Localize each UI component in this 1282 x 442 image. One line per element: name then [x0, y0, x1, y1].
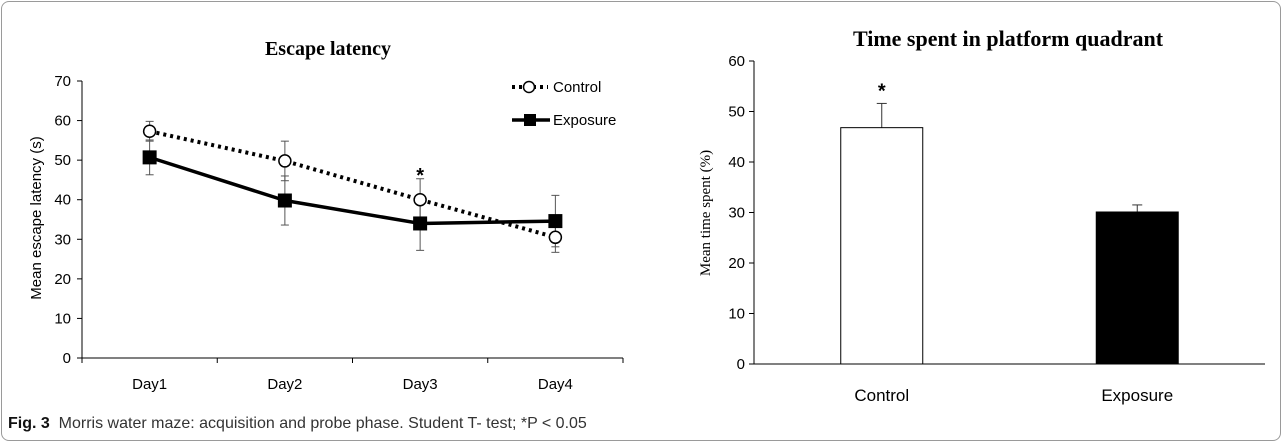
data-point-exposure [277, 193, 292, 208]
data-point-control [548, 230, 563, 245]
chart1-legend: Control Exposure [512, 79, 616, 129]
chart2-ylabel: Mean time spent (%) [698, 150, 714, 276]
legend-exposure-label: Exposure [553, 112, 616, 129]
y-tick-label: 60 [54, 113, 71, 130]
y-tick-label: 20 [54, 271, 71, 288]
data-point-control [278, 154, 292, 168]
x-tick-label: Day3 [403, 376, 438, 393]
time-spent-chart: Time spent in platform quadrant Mean tim… [698, 26, 1265, 405]
legend-control-label: Control [553, 79, 601, 96]
legend-control-marker [522, 80, 536, 94]
series-line-exposure [149, 155, 556, 226]
data-point-exposure [142, 150, 157, 165]
y-tick-label: 0 [63, 350, 71, 367]
data-point-exposure [413, 216, 428, 231]
y-tick-label: 60 [728, 53, 745, 70]
figure-caption: Fig. 3 Morris water maze: acquisition an… [8, 415, 587, 433]
chart1-title: Escape latency [265, 38, 391, 60]
y-tick-label: 50 [54, 152, 71, 169]
data-point-control [413, 192, 427, 207]
y-tick-label: 30 [54, 231, 71, 248]
significance-marker: * [416, 165, 424, 187]
caption-text: Morris water maze: acquisition and probe… [58, 415, 587, 432]
x-tick-label: Day1 [132, 376, 167, 393]
x-tick-label: Exposure [1101, 386, 1173, 405]
x-tick-label: Day2 [267, 376, 302, 393]
y-tick-label: 70 [54, 73, 71, 90]
significance-marker: * [878, 80, 886, 102]
legend-exposure-marker [524, 114, 536, 126]
y-tick-label: 30 [728, 205, 745, 222]
y-tick-label: 0 [737, 356, 745, 373]
data-point-exposure [548, 214, 563, 229]
y-tick-label: 10 [54, 310, 71, 327]
y-tick-label: 20 [728, 255, 745, 272]
chart1-ylabel: Mean escape latency (s) [28, 136, 45, 299]
data-point-control [142, 124, 157, 139]
y-tick-label: 50 [728, 104, 745, 121]
x-tick-label: Day4 [538, 376, 573, 393]
chart2-title: Time spent in platform quadrant [853, 26, 1164, 51]
y-tick-label: 40 [54, 192, 71, 209]
bar-control [840, 127, 924, 365]
figure-label: Fig. 3 [8, 415, 50, 432]
x-tick-label: Control [854, 386, 909, 405]
bar-exposure [1095, 211, 1179, 365]
y-tick-label: 40 [728, 154, 745, 171]
y-tick-label: 10 [728, 306, 745, 323]
escape-latency-chart: Escape latency Mean escape latency (s) 0… [28, 38, 624, 393]
